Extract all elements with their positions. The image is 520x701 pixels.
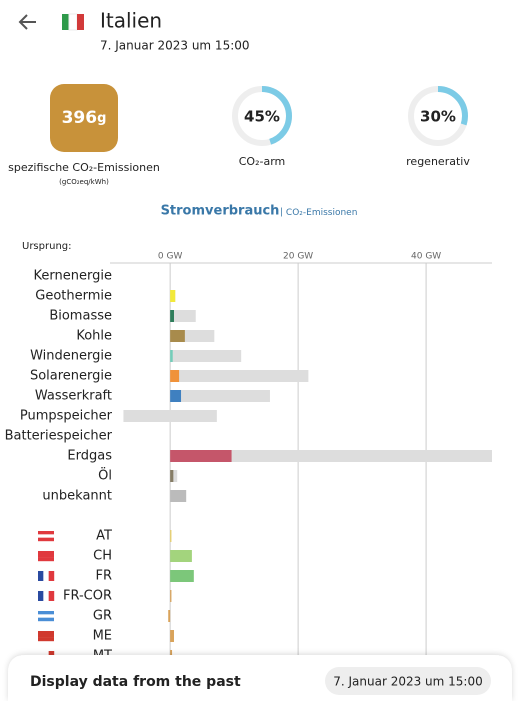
category-label: unbekannt xyxy=(42,489,112,504)
carbon-box xyxy=(50,84,118,152)
category-label: Kohle xyxy=(76,329,112,344)
flag-part xyxy=(43,571,49,581)
datetime: 7. Januar 2023 um 15:00 xyxy=(100,39,250,53)
import-label: CH xyxy=(93,549,112,564)
category-label: Biomasse xyxy=(49,309,112,324)
ring-value xyxy=(232,86,292,146)
production-bar xyxy=(170,470,174,482)
production-bar xyxy=(170,490,187,502)
import-bar xyxy=(170,570,194,582)
capacity-bar xyxy=(170,350,242,362)
flag-part xyxy=(38,634,54,638)
import-bar xyxy=(170,650,173,655)
category-label: Solarenergie xyxy=(30,369,112,384)
carbon-label: spezifische CO₂-Emissionen xyxy=(8,161,160,174)
flag-part xyxy=(38,551,54,555)
carbon-unit: g xyxy=(97,111,106,126)
capacity-bar xyxy=(123,410,217,422)
x-tick-label: 0 GW xyxy=(158,252,183,262)
import-label: ME xyxy=(93,629,112,644)
category-label: Geothermie xyxy=(35,289,112,304)
category-label: Kernenergie xyxy=(34,269,112,284)
chart-subtitle[interactable]: | CO₂-Emissionen xyxy=(280,208,357,218)
flag-part xyxy=(38,537,54,542)
carbon-sublabel: (gCO₂eq/kWh) xyxy=(59,178,109,186)
import-label: MT xyxy=(93,649,112,664)
production-bar xyxy=(170,310,174,322)
import-bar xyxy=(170,550,192,562)
flag-part xyxy=(38,554,54,558)
carbon-value: 396g xyxy=(62,108,107,128)
flag-part xyxy=(38,591,44,601)
flag-part xyxy=(48,651,55,655)
flag-part xyxy=(38,531,54,535)
production-bar xyxy=(170,450,232,462)
flag-part xyxy=(38,651,44,655)
flag-part xyxy=(38,611,54,615)
chart: 0 GW 20 GW 40 GW Kernenergie Geothermie Bioma… xyxy=(5,252,492,664)
capacity-bar xyxy=(170,390,270,402)
flag-part xyxy=(43,651,49,655)
import-label: GR xyxy=(93,609,112,624)
ring-label: 30% xyxy=(420,108,456,126)
flag xyxy=(62,13,84,31)
flag-part xyxy=(38,571,44,581)
category-label: Pumpspeicher xyxy=(20,409,113,424)
subtitle-text[interactable]: CO₂-Emissionen xyxy=(286,208,358,218)
production-bar xyxy=(170,330,185,342)
import-bar xyxy=(170,590,172,602)
footer-date[interactable]: 7. Januar 2023 um 15:00 xyxy=(333,675,483,689)
x-tick-label: 40 GW xyxy=(411,252,441,262)
date-pill[interactable] xyxy=(325,667,491,695)
production-bar xyxy=(170,390,182,402)
x-tick-label: 20 GW xyxy=(283,252,313,262)
footer: Display data from the past 7. Januar 202… xyxy=(8,655,512,701)
country: Italien xyxy=(100,9,162,33)
production-bar xyxy=(170,350,173,362)
import-bar xyxy=(170,630,174,642)
capacity-bar xyxy=(170,370,309,382)
flag-part xyxy=(38,557,54,562)
import-label: FR xyxy=(95,569,112,584)
import-label: AT xyxy=(96,529,112,544)
renewable-label: regenerativ xyxy=(406,155,470,168)
chart-title[interactable]: Stromverbrauch xyxy=(161,204,280,219)
flag-part xyxy=(38,631,54,635)
production-bar xyxy=(170,290,176,302)
category-label: Öl xyxy=(98,467,112,484)
import-label: FR-COR xyxy=(63,589,112,604)
category-label: Windenergie xyxy=(30,349,112,364)
ring-value xyxy=(408,86,468,146)
flag-part xyxy=(48,591,55,601)
flag-part xyxy=(43,591,49,601)
capacity-bar xyxy=(170,450,492,462)
low-carbon-label: CO₂-arm xyxy=(239,155,286,168)
capacity-bar xyxy=(170,470,178,482)
import-bar xyxy=(168,610,171,622)
import-bar xyxy=(170,530,172,542)
category-label: Erdgas xyxy=(67,449,112,464)
carbon-number: 396 xyxy=(62,108,98,128)
flag-part xyxy=(38,637,54,642)
ring-label: 45% xyxy=(244,108,280,126)
category-label: Wasserkraft xyxy=(35,389,112,404)
footer-label: Display data from the past xyxy=(30,674,241,690)
back-button[interactable] xyxy=(18,14,36,30)
flag-part xyxy=(38,617,54,622)
production-bar xyxy=(170,370,180,382)
capacity-bar xyxy=(170,310,196,322)
category-label: Batteriespeicher xyxy=(5,429,113,444)
flag-part xyxy=(38,614,54,618)
flag-part xyxy=(38,534,54,538)
y-label: Ursprung: xyxy=(22,241,72,252)
flag-part xyxy=(48,571,55,581)
